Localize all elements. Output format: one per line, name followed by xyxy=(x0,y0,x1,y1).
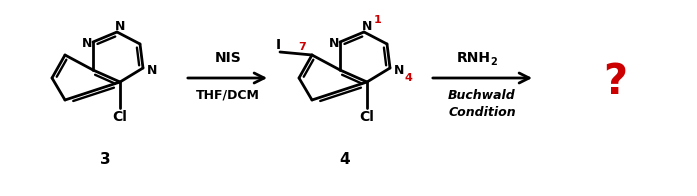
Text: N: N xyxy=(147,64,158,76)
Text: I: I xyxy=(275,38,281,52)
Text: ?: ? xyxy=(603,61,627,103)
Text: N: N xyxy=(115,19,125,33)
Text: Cl: Cl xyxy=(112,110,128,124)
Text: Cl: Cl xyxy=(360,110,374,124)
Text: 4: 4 xyxy=(404,73,412,83)
Text: N: N xyxy=(329,36,339,50)
Text: 2: 2 xyxy=(491,57,498,67)
Text: 4: 4 xyxy=(339,152,351,168)
Text: 7: 7 xyxy=(298,42,306,52)
Text: 3: 3 xyxy=(100,152,110,168)
Text: NIS: NIS xyxy=(215,51,241,65)
Text: THF/DCM: THF/DCM xyxy=(196,89,260,102)
Text: RNH: RNH xyxy=(457,51,491,65)
Text: N: N xyxy=(82,36,92,50)
Text: 1: 1 xyxy=(374,15,382,25)
Text: Buchwald: Buchwald xyxy=(448,89,516,102)
Text: N: N xyxy=(394,64,404,76)
Text: Condition: Condition xyxy=(448,105,516,119)
Text: N: N xyxy=(362,19,372,33)
